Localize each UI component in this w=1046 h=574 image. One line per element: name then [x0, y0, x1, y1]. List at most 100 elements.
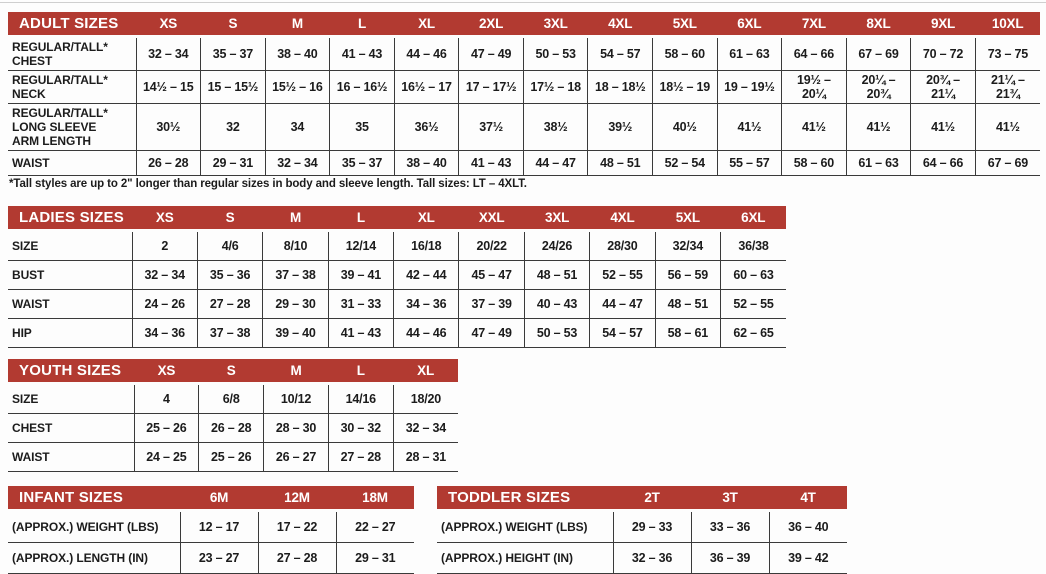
size-column-header: 8XL — [846, 12, 911, 38]
size-value-cell: 17 – 22 — [257, 510, 336, 543]
table-row: REGULAR/TALL* LONG SLEEVE ARM LENGTH 30½ 3… — [8, 103, 1040, 151]
adult-sizes-table: ADULT SIZES XS S M L XL 2XL 3XL 4XL 5XL 6XL 7XL 8XL 9… — [8, 12, 1040, 176]
top-divider — [0, 2, 1046, 3]
adult-header-row: ADULT SIZES XS S M L XL 2XL 3XL 4XL 5XL 6XL 7XL 8XL 9… — [8, 12, 1040, 38]
size-value-cell: 41½ — [845, 103, 911, 151]
row-label: REGULAR/TALL* CHEST — [8, 36, 136, 71]
size-column-header: XS — [136, 12, 201, 38]
size-value-cell: 14½ – 15 — [135, 70, 201, 104]
size-column-header: 2XL — [458, 12, 524, 38]
size-value-cell: 67 – 69 — [845, 36, 911, 71]
size-column-header: 6XL — [717, 12, 782, 38]
size-value-cell: 39 – 41 — [327, 260, 394, 290]
row-label: REGULAR/TALL* NECK — [8, 70, 136, 104]
size-value-cell: 41 – 43 — [329, 36, 395, 71]
size-value-cell: 32 – 34 — [392, 413, 458, 443]
size-column-header: XL — [393, 206, 459, 232]
size-value-cell: 22 – 27 — [335, 510, 414, 543]
row-label: CHEST — [8, 413, 134, 443]
size-value-cell: 44 – 47 — [589, 289, 656, 319]
row-label: SIZE — [8, 230, 132, 261]
size-value-cell: 18/20 — [392, 383, 458, 414]
size-value-cell: 25 – 26 — [133, 413, 199, 443]
size-column-header: 18M — [336, 486, 414, 512]
youth-sizes-table: YOUTH SIZES XS S M L XL SIZE 4 6/8 10/12 14/16 18/2… — [8, 359, 458, 472]
size-column-header: 6XL — [720, 206, 786, 232]
size-value-cell: 34 – 36 — [393, 289, 459, 319]
size-value-cell: 37 – 38 — [262, 260, 329, 290]
infant-table-title: INFANT SIZES — [8, 486, 180, 512]
table-row: CHEST 25 – 26 26 – 28 28 – 30 30 – 32 32 – 34 — [8, 413, 458, 443]
table-row: SIZE 2 4/6 8/10 12/14 16/18 20/22 24/26 28/30 32/… — [8, 230, 786, 261]
size-value-cell: 29 – 33 — [612, 510, 691, 543]
size-value-cell: 32/34 — [654, 230, 721, 261]
size-value-cell: 24 – 25 — [133, 442, 199, 472]
size-value-cell: 26 – 28 — [198, 413, 264, 443]
row-label: (APPROX.) WEIGHT (LBS) — [8, 510, 180, 543]
youth-table-title: YOUTH SIZES — [8, 359, 134, 385]
size-value-cell: 48 – 51 — [654, 289, 721, 319]
size-value-cell: 4/6 — [196, 230, 263, 261]
size-column-header: S — [200, 12, 266, 38]
size-value-cell: 20¾ – 21¼ — [910, 70, 976, 104]
size-value-cell: 19 – 19½ — [716, 70, 782, 104]
size-value-cell: 37 – 39 — [458, 289, 525, 319]
size-value-cell: 58 – 60 — [781, 150, 847, 176]
size-value-cell: 12 – 17 — [179, 510, 258, 543]
size-column-header: M — [262, 206, 329, 232]
size-value-cell: 8/10 — [262, 230, 329, 261]
size-value-cell: 20/22 — [458, 230, 525, 261]
size-value-cell: 40½ — [652, 103, 718, 151]
size-column-header: 6M — [180, 486, 258, 512]
size-value-cell: 35 — [329, 103, 395, 151]
table-row: (APPROX.) WEIGHT (LBS) 12 – 17 17 – 22 22 –… — [8, 510, 414, 543]
size-value-cell: 16½ – 17 — [393, 70, 459, 104]
size-value-cell: 26 – 27 — [263, 442, 329, 472]
size-value-cell: 48 – 51 — [523, 260, 590, 290]
size-column-header: L — [328, 206, 394, 232]
size-column-header: 4XL — [587, 12, 653, 38]
row-label: SIZE — [8, 383, 134, 414]
size-value-cell: 30½ — [135, 103, 201, 151]
size-column-header: L — [328, 359, 394, 385]
size-value-cell: 14/16 — [327, 383, 394, 414]
size-value-cell: 41½ — [716, 103, 782, 151]
row-label: WAIST — [8, 442, 134, 472]
size-value-cell: 29 – 31 — [200, 150, 266, 176]
size-value-cell: 35 – 37 — [200, 36, 266, 71]
size-value-cell: 48 – 51 — [587, 150, 653, 176]
size-value-cell: 39 – 40 — [262, 318, 329, 348]
tall-sizes-footnote: *Tall styles are up to 2" longer than re… — [9, 178, 527, 190]
size-value-cell: 19½ – 20¼ — [781, 70, 847, 104]
size-value-cell: 44 – 46 — [393, 36, 459, 71]
size-value-cell: 18 – 18½ — [587, 70, 653, 104]
adult-table-title: ADULT SIZES — [8, 12, 136, 38]
size-value-cell: 32 – 34 — [264, 150, 330, 176]
table-row: WAIST 26 – 28 29 – 31 32 – 34 35 – 37 38 – 40… — [8, 150, 1040, 176]
size-value-cell: 34 — [264, 103, 330, 151]
table-row: WAIST 24 – 26 27 – 28 29 – 30 31 – 33 34 – 36… — [8, 289, 786, 319]
size-value-cell: 36½ — [393, 103, 459, 151]
row-label: HIP — [8, 318, 132, 348]
size-value-cell: 10/12 — [263, 383, 329, 414]
size-value-cell: 2 — [131, 230, 198, 261]
row-label: BUST — [8, 260, 132, 290]
size-value-cell: 17½ – 18 — [522, 70, 588, 104]
size-value-cell: 36/38 — [720, 230, 786, 261]
size-value-cell: 56 – 59 — [654, 260, 721, 290]
size-column-header: XS — [134, 359, 199, 385]
size-value-cell: 64 – 66 — [781, 36, 847, 71]
infant-header-row: INFANT SIZES 6M 12M 18M — [8, 486, 414, 512]
size-value-cell: 52 – 54 — [652, 150, 718, 176]
size-value-cell: 35 – 37 — [329, 150, 395, 176]
size-column-header: M — [263, 359, 329, 385]
size-value-cell: 73 – 75 — [974, 36, 1040, 71]
ladies-header-row: LADIES SIZES XS S M L XL XXL 3XL 4XL 5XL 6XL — [8, 206, 786, 232]
size-value-cell: 70 – 72 — [910, 36, 976, 71]
size-value-cell: 40 – 43 — [523, 289, 590, 319]
size-value-cell: 24/26 — [523, 230, 590, 261]
size-value-cell: 6/8 — [198, 383, 264, 414]
size-value-cell: 34 – 36 — [131, 318, 198, 348]
size-value-cell: 15 – 15½ — [200, 70, 266, 104]
size-column-header: M — [265, 12, 330, 38]
